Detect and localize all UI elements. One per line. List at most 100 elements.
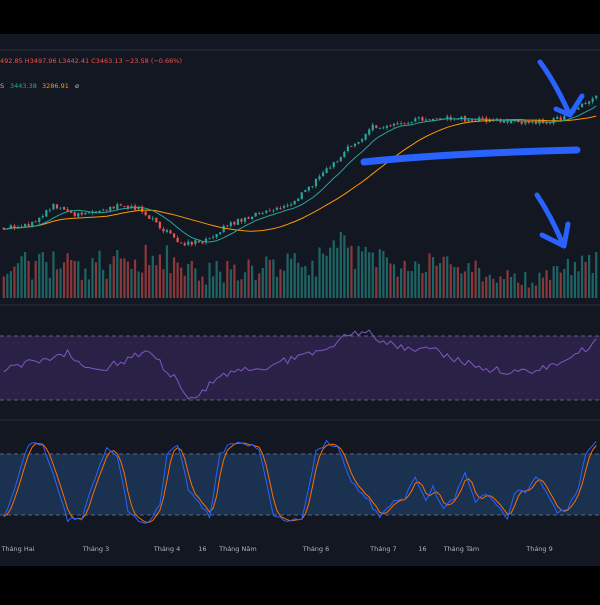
candle[interactable] (339, 156, 342, 162)
candle[interactable] (48, 207, 51, 213)
candle[interactable] (346, 144, 349, 153)
candle[interactable] (588, 100, 591, 106)
candle[interactable] (102, 208, 105, 212)
candle[interactable] (293, 200, 296, 205)
candle[interactable] (187, 239, 190, 247)
candle[interactable] (165, 228, 169, 234)
candle[interactable] (190, 240, 193, 247)
candle[interactable] (112, 206, 115, 209)
candle[interactable] (357, 141, 360, 145)
candle[interactable] (446, 114, 449, 122)
candle[interactable] (34, 220, 37, 223)
candle[interactable] (329, 165, 332, 169)
candle[interactable] (55, 203, 59, 210)
candle[interactable] (300, 192, 303, 200)
candle[interactable] (194, 238, 197, 247)
candle[interactable] (325, 166, 328, 174)
candle[interactable] (261, 211, 264, 215)
candle[interactable] (41, 214, 44, 220)
candle[interactable] (73, 210, 76, 218)
candle[interactable] (343, 150, 346, 158)
candle[interactable] (410, 121, 413, 125)
candle[interactable] (38, 217, 41, 225)
candle[interactable] (265, 209, 268, 214)
candle[interactable] (45, 209, 48, 218)
candle[interactable] (378, 127, 381, 129)
candle[interactable] (375, 125, 378, 129)
candle[interactable] (62, 206, 66, 210)
candle[interactable] (417, 116, 420, 121)
candle[interactable] (297, 197, 300, 202)
candle[interactable] (282, 204, 286, 210)
candle[interactable] (155, 217, 158, 223)
candle[interactable] (556, 115, 559, 120)
candle[interactable] (2, 227, 5, 230)
candle[interactable] (563, 114, 566, 121)
candle[interactable] (222, 224, 225, 234)
candle[interactable] (236, 218, 240, 226)
candle[interactable] (428, 118, 431, 121)
candle[interactable] (80, 211, 83, 217)
candle[interactable] (254, 212, 257, 218)
candle[interactable] (183, 241, 186, 247)
candle[interactable] (226, 225, 229, 228)
candle[interactable] (77, 212, 80, 219)
candle[interactable] (268, 208, 271, 212)
candle[interactable] (304, 189, 307, 193)
candle[interactable] (407, 121, 410, 125)
candle[interactable] (350, 145, 353, 147)
rsi-panel[interactable] (0, 335, 600, 401)
candle[interactable] (119, 203, 122, 207)
candle[interactable] (180, 242, 183, 244)
candle[interactable] (272, 208, 275, 214)
candle[interactable] (144, 210, 147, 217)
candle[interactable] (396, 120, 399, 126)
candle[interactable] (332, 161, 335, 169)
candle[interactable] (158, 221, 161, 230)
candle[interactable] (13, 224, 16, 231)
candle[interactable] (385, 124, 389, 131)
candle[interactable] (243, 217, 247, 225)
time-axis[interactable]: Tháng Hai Tháng 3 Tháng 4 16 Tháng Năm Tháng … (0, 545, 552, 553)
candle[interactable] (321, 170, 325, 177)
candle[interactable] (204, 236, 208, 245)
candle[interactable] (126, 204, 130, 211)
candle[interactable] (279, 206, 282, 210)
candle[interactable] (577, 107, 580, 110)
candle[interactable] (307, 186, 310, 193)
candle[interactable] (123, 205, 126, 208)
candle[interactable] (389, 124, 392, 128)
candle[interactable] (290, 202, 293, 207)
candle[interactable] (541, 118, 545, 125)
candle[interactable] (336, 160, 339, 164)
candle[interactable] (360, 137, 364, 143)
candle[interactable] (247, 216, 250, 219)
candle[interactable] (23, 223, 27, 228)
candle[interactable] (52, 203, 55, 210)
candle[interactable] (148, 214, 151, 219)
candle[interactable] (368, 127, 371, 137)
candle[interactable] (392, 123, 396, 128)
candle[interactable] (258, 211, 261, 216)
candle[interactable] (219, 232, 222, 235)
candle[interactable] (595, 95, 598, 100)
candle[interactable] (151, 215, 154, 221)
candle[interactable] (584, 101, 587, 105)
candle[interactable] (251, 216, 254, 221)
candle[interactable] (215, 233, 218, 239)
candle[interactable] (435, 117, 438, 120)
candle[interactable] (286, 203, 289, 208)
candle[interactable] (172, 233, 176, 239)
candle[interactable] (364, 133, 367, 141)
candle[interactable] (371, 122, 374, 132)
candle[interactable] (197, 240, 200, 243)
candle[interactable] (591, 96, 594, 105)
candle[interactable] (176, 235, 179, 243)
candle[interactable] (421, 116, 424, 122)
candle[interactable] (240, 217, 243, 224)
candle[interactable] (233, 221, 236, 226)
candle[interactable] (211, 234, 215, 240)
candle[interactable] (311, 185, 314, 189)
